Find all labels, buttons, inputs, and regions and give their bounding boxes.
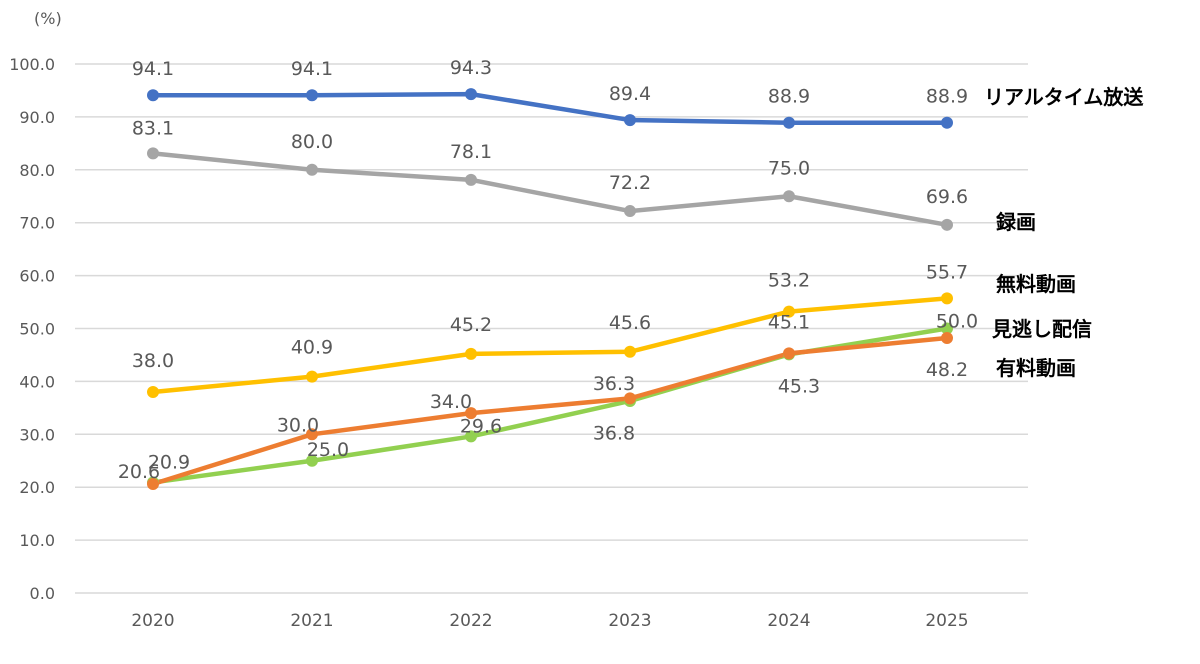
- data-labels: 94.1 94.1 94.3 89.4 88.9 88.9 83.1 80.0 78.1 72.2…: [118, 57, 978, 483]
- y-tick-label: 30.0: [19, 425, 55, 444]
- y-tick-label: 20.0: [19, 478, 55, 497]
- data-label: 88.9: [926, 86, 968, 108]
- data-point: [147, 89, 159, 102]
- data-point: [941, 332, 953, 345]
- series-name-label: 有料動画: [996, 356, 1076, 380]
- data-point: [465, 347, 477, 360]
- data-label: 53.2: [768, 270, 810, 292]
- data-label: 94.1: [132, 58, 174, 80]
- x-tick-label: 2024: [767, 611, 810, 631]
- series-line: [150, 91, 950, 125]
- x-tick-label: 2023: [608, 611, 651, 631]
- y-tick-label: 60.0: [19, 267, 55, 286]
- data-point: [941, 322, 953, 335]
- data-point: [306, 89, 318, 102]
- data-label: 36.3: [593, 373, 635, 395]
- data-point: [941, 292, 953, 305]
- data-label: 40.9: [291, 337, 333, 359]
- data-point: [783, 347, 795, 360]
- data-label: 45.1: [768, 311, 810, 333]
- data-label: 72.2: [609, 172, 651, 194]
- data-point: [624, 345, 636, 358]
- data-label: 48.2: [926, 359, 968, 381]
- data-label: 38.0: [132, 350, 174, 372]
- data-label: 94.3: [450, 57, 492, 79]
- data-label: 75.0: [768, 157, 810, 179]
- y-tick-label: 70.0: [19, 214, 55, 233]
- x-tick-label: 2020: [131, 611, 174, 631]
- data-label: 94.1: [291, 58, 333, 80]
- series-name-label: 無料動画: [996, 272, 1076, 296]
- data-label: 45.6: [609, 312, 651, 334]
- x-tick-label: 2021: [290, 611, 333, 631]
- data-label: 20.6: [118, 461, 160, 483]
- data-point: [624, 205, 636, 218]
- series-name-label: リアルタイム放送: [984, 85, 1144, 109]
- y-tick-label: 10.0: [19, 531, 55, 550]
- series-name-label: 録画: [996, 210, 1036, 234]
- data-label: 25.0: [307, 439, 349, 461]
- data-point: [465, 88, 477, 101]
- data-label: 89.4: [609, 83, 651, 105]
- data-point: [306, 428, 318, 441]
- data-label: 36.8: [593, 422, 635, 444]
- data-label: 50.0: [936, 311, 978, 333]
- data-point: [941, 116, 953, 129]
- series-line: [150, 335, 950, 487]
- data-label: 45.3: [778, 375, 820, 397]
- data-label: 45.2: [450, 314, 492, 336]
- y-unit-label: (%): [34, 9, 62, 28]
- x-tick-label: 2025: [925, 611, 968, 631]
- y-axis-ticks: 0.0 10.0 20.0 30.0 40.0 50.0 60.0 70.0 80.0 90.0 1…: [9, 55, 55, 603]
- data-label: 55.7: [926, 261, 968, 283]
- data-point: [624, 114, 636, 127]
- data-label: 34.0: [430, 391, 472, 413]
- data-point: [783, 190, 795, 203]
- data-label: 30.0: [277, 414, 319, 436]
- y-tick-label: 40.0: [19, 372, 55, 391]
- y-tick-label: 0.0: [30, 584, 55, 603]
- data-label: 80.0: [291, 131, 333, 153]
- data-label: 20.9: [148, 451, 190, 473]
- y-tick-label: 100.0: [9, 55, 55, 74]
- series-points: [147, 88, 953, 491]
- data-label: 69.6: [926, 186, 968, 208]
- x-tick-label: 2022: [449, 611, 492, 631]
- data-point: [147, 478, 159, 491]
- data-label: 78.1: [450, 141, 492, 163]
- data-point: [306, 370, 318, 383]
- data-label: 29.6: [460, 415, 502, 437]
- y-tick-label: 50.0: [19, 320, 55, 339]
- data-label: 88.9: [768, 86, 810, 108]
- data-point: [465, 407, 477, 420]
- y-tick-label: 90.0: [19, 108, 55, 127]
- series-line: [150, 151, 950, 228]
- y-tick-label: 80.0: [19, 161, 55, 180]
- data-point: [783, 305, 795, 318]
- series-line: [150, 296, 950, 395]
- data-point: [624, 392, 636, 405]
- data-point: [465, 430, 477, 443]
- data-point: [306, 163, 318, 176]
- series-lines: [150, 91, 950, 487]
- gridlines: [75, 63, 1028, 594]
- data-point: [783, 116, 795, 129]
- data-point: [147, 147, 159, 160]
- data-point: [306, 454, 318, 467]
- x-axis-ticks: 2020 2021 2022 2023 2024 2025: [131, 611, 968, 631]
- data-point: [465, 173, 477, 186]
- series-name-label: 見逃し配信: [992, 317, 1092, 341]
- data-point: [941, 218, 953, 231]
- data-point: [147, 385, 159, 398]
- data-label: 83.1: [132, 117, 174, 139]
